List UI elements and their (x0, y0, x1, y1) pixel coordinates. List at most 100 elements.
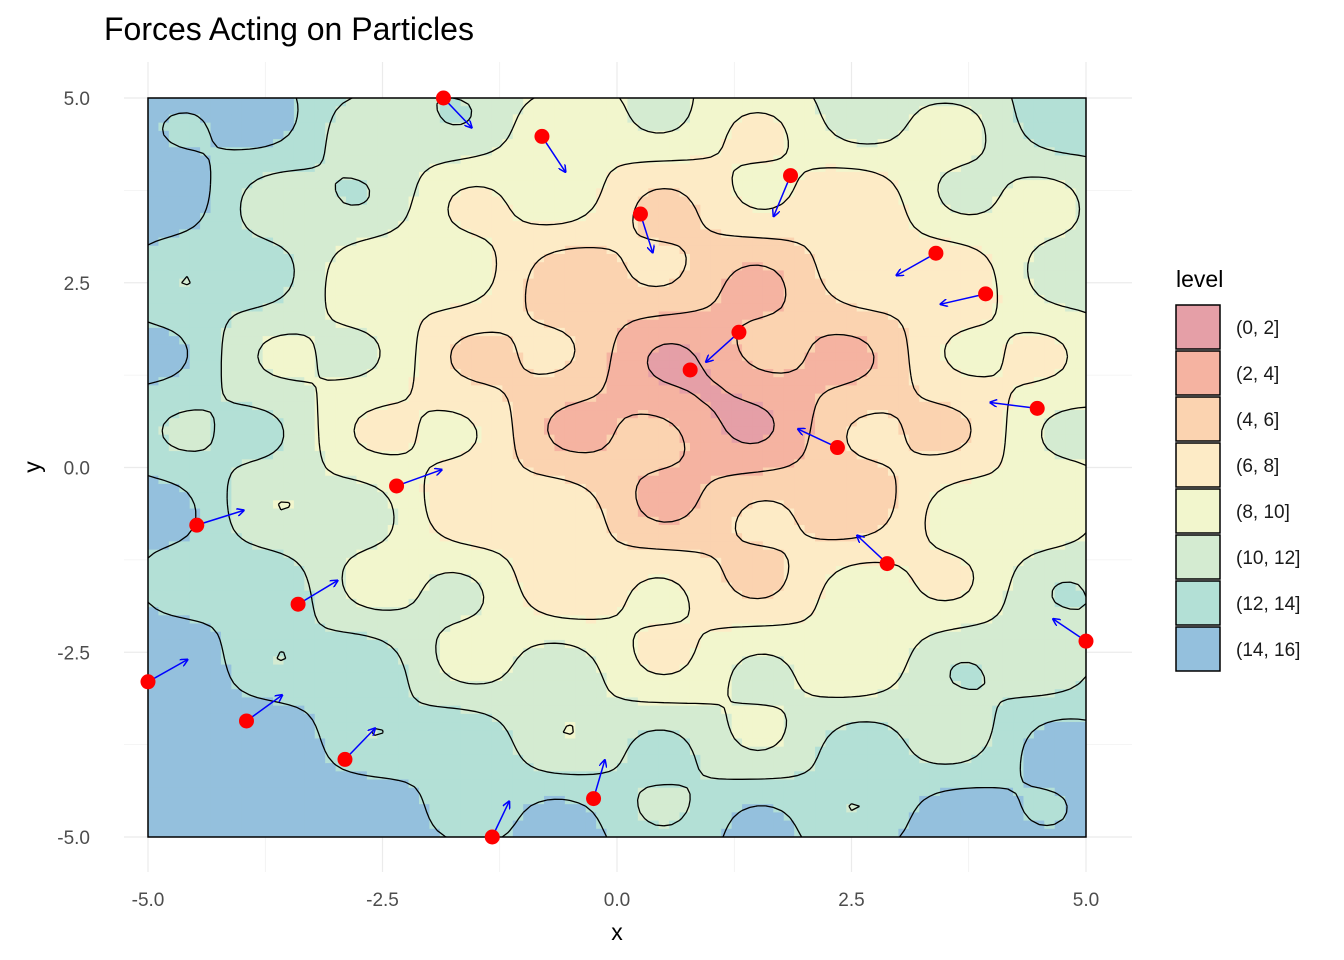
contour-cell (158, 401, 170, 411)
contour-cell (689, 303, 701, 313)
contour-cell (148, 623, 160, 633)
contour-cell (564, 500, 576, 510)
contour-cell (293, 483, 305, 493)
contour-cell (189, 680, 201, 690)
contour-cell (689, 672, 701, 682)
contour-cell (637, 738, 649, 748)
contour-cell (575, 196, 587, 206)
contour-cell (335, 508, 347, 518)
contour-cell (502, 237, 514, 247)
contour-cell (679, 163, 691, 173)
contour-cell (429, 475, 441, 485)
contour-cell (366, 196, 378, 206)
contour-cell (335, 524, 347, 534)
contour-cell (429, 434, 441, 444)
contour-cell (627, 327, 639, 337)
contour-cell (544, 746, 556, 756)
contour-cell (179, 697, 191, 707)
contour-cell (200, 171, 212, 181)
contour-cell (231, 229, 243, 239)
contour-cell (210, 639, 222, 649)
contour-cell (669, 204, 681, 214)
contour-cell (689, 656, 701, 666)
contour-cell (585, 771, 597, 781)
contour-cell (304, 442, 316, 452)
contour-cell (679, 549, 691, 559)
contour-cell (533, 295, 545, 304)
contour-cell (554, 795, 566, 805)
contour-cell (231, 763, 243, 772)
contour-cell (220, 656, 232, 666)
contour-cell (648, 779, 660, 789)
contour-cell (502, 656, 514, 666)
contour-cell (606, 171, 618, 181)
contour-cell (231, 434, 243, 444)
contour-cell (429, 368, 441, 378)
contour-cell (179, 746, 191, 756)
contour-cell (689, 705, 701, 715)
contour-cell (554, 705, 566, 715)
contour-cell (637, 804, 649, 813)
contour-cell (658, 459, 670, 469)
contour-cell (689, 492, 701, 501)
contour-cell (210, 697, 222, 707)
contour-cell (189, 557, 201, 567)
contour-cell (710, 574, 722, 584)
contour-cell (304, 171, 316, 181)
contour-cell (460, 434, 472, 444)
contour-cell (533, 730, 545, 740)
contour-cell (252, 180, 264, 189)
contour-cell (502, 492, 514, 501)
contour-cell (262, 360, 274, 370)
contour-cell (575, 188, 587, 198)
contour-cell (356, 828, 368, 837)
contour-cell (575, 722, 587, 731)
contour-cell (439, 442, 451, 452)
contour-cell (273, 171, 285, 181)
contour-cell (533, 360, 545, 370)
contour-cell (606, 393, 618, 403)
contour-cell (168, 286, 180, 296)
contour-cell (450, 664, 462, 674)
contour-cell (533, 492, 545, 501)
contour-cell (148, 139, 160, 148)
contour-cell (210, 598, 222, 608)
contour-cell (658, 820, 670, 830)
contour-cell (314, 648, 326, 657)
contour-cell (617, 639, 629, 649)
contour-cell (439, 754, 451, 764)
contour-cell (293, 303, 305, 313)
contour-cell (314, 311, 326, 321)
contour-cell (418, 254, 430, 263)
contour-cell (179, 377, 191, 386)
contour-cell (346, 163, 358, 173)
contour-cell (387, 680, 399, 690)
contour-cell (346, 722, 358, 731)
contour-cell (356, 377, 368, 386)
contour-cell (387, 763, 399, 772)
contour-cell (304, 508, 316, 518)
contour-cell (512, 319, 524, 329)
contour-cell (189, 237, 201, 247)
contour-cell (398, 664, 410, 674)
contour-cell (262, 352, 274, 362)
contour-cell (627, 746, 639, 756)
contour-cell (596, 410, 608, 419)
contour-cell (304, 237, 316, 247)
contour-cell (387, 278, 399, 288)
contour-cell (398, 598, 410, 608)
contour-cell (700, 598, 712, 608)
contour-cell (481, 295, 493, 304)
contour-cell (346, 590, 358, 600)
contour-cell (273, 738, 285, 748)
contour-cell (617, 295, 629, 304)
contour-cell (335, 516, 347, 526)
contour-cell (439, 147, 451, 157)
contour-cell (700, 779, 712, 789)
contour-cell (575, 303, 587, 313)
contour-cell (533, 278, 545, 288)
contour-cell (481, 639, 493, 649)
contour-cell (710, 598, 722, 608)
contour-cell (575, 516, 587, 526)
contour-cell (617, 623, 629, 633)
